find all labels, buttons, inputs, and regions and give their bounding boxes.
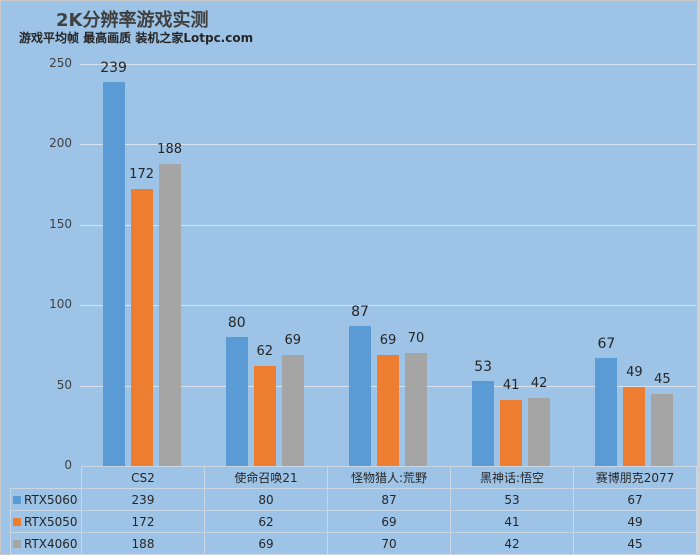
legend-swatch-icon	[13, 496, 21, 504]
chart-title: 2K分辨率游戏实测	[56, 10, 209, 31]
bar-rtx5060	[102, 81, 125, 466]
data-label: 188	[157, 141, 182, 157]
category-header: 使命召唤21	[204, 466, 328, 489]
data-label: 62	[256, 344, 274, 360]
bar-rtx4060	[651, 393, 674, 466]
table-row: RTX4060 188 69 70 42 45	[10, 532, 697, 555]
data-label: 42	[530, 376, 548, 392]
category-header: 黑神话:悟空	[450, 466, 574, 489]
gridline	[80, 305, 696, 307]
y-tick-label: 150	[49, 216, 72, 231]
data-label: 49	[626, 365, 643, 381]
table-cell: 87	[327, 488, 451, 511]
data-label: 69	[379, 333, 397, 349]
table-cell: 80	[204, 488, 328, 511]
table-cell: 42	[450, 532, 574, 555]
bar-rtx4060	[528, 398, 551, 466]
bar-rtx5060	[595, 358, 618, 466]
gridline	[80, 224, 696, 226]
legend-swatch-icon	[13, 540, 21, 548]
chart-subtitle: 游戏平均帧 最高画质 装机之家Lotpc.com	[19, 31, 254, 45]
table-cell: 69	[204, 532, 328, 555]
table-cell: 239	[81, 488, 205, 511]
right-border	[697, 0, 700, 555]
data-label: 41	[502, 378, 520, 394]
bar-rtx5060	[225, 337, 248, 466]
legend-entry-rtx4060: RTX4060	[10, 532, 82, 555]
table-row: RTX5060 239 80 87 53 67	[10, 488, 697, 511]
bar-rtx5050	[500, 400, 523, 466]
table-cell: 45	[573, 532, 697, 555]
table-cell: 49	[573, 510, 697, 533]
y-tick-label: 0	[64, 458, 72, 472]
y-tick-label: 50	[56, 377, 72, 392]
y-tick-label: 250	[49, 56, 72, 70]
table-header-row: CS2 使命召唤21 怪物猎人:荒野 黑神话:悟空 赛博朋克2077	[10, 466, 697, 489]
bar-rtx5050	[623, 387, 646, 466]
table-corner	[10, 466, 82, 489]
y-tick-label: 100	[49, 297, 72, 312]
y-tick-label: 200	[49, 136, 72, 151]
table-cell: 53	[450, 488, 574, 511]
data-label: 70	[407, 331, 425, 347]
table-cell: 172	[81, 510, 205, 533]
legend-swatch-icon	[13, 518, 21, 526]
data-label: 69	[284, 333, 302, 349]
data-table: CS2 使命召唤21 怪物猎人:荒野 黑神话:悟空 赛博朋克2077 RTX50…	[10, 466, 697, 555]
bar-rtx5050	[130, 189, 153, 466]
data-label: 239	[100, 59, 127, 76]
table-cell: 70	[327, 532, 451, 555]
category-header: 赛博朋克2077	[573, 466, 697, 489]
data-label: 53	[474, 358, 493, 375]
table-cell: 69	[327, 510, 451, 533]
bar-rtx4060	[405, 353, 427, 466]
bar-rtx5060	[472, 380, 495, 466]
bar-rtx5060	[349, 326, 371, 466]
bar-rtx4060	[281, 355, 304, 466]
data-label: 87	[351, 304, 369, 321]
data-label: 45	[654, 371, 671, 387]
table-cell: 62	[204, 510, 328, 533]
bar-rtx4060	[158, 163, 181, 466]
table-cell: 41	[450, 510, 574, 533]
category-header: CS2	[81, 466, 205, 489]
data-label: 67	[597, 336, 616, 353]
table-row: RTX5050 172 62 69 41 49	[10, 510, 697, 533]
table-cell: 67	[573, 488, 697, 511]
gridline	[80, 144, 696, 146]
bar-rtx5050	[253, 366, 276, 466]
legend-entry-rtx5060: RTX5060	[10, 488, 82, 511]
data-label: 80	[227, 315, 246, 332]
legend-entry-rtx5050: RTX5050	[10, 510, 82, 533]
data-label: 172	[129, 167, 154, 183]
category-header: 怪物猎人:荒野	[327, 466, 451, 489]
table-cell: 188	[81, 532, 205, 555]
bar-rtx5050	[377, 355, 399, 466]
gridline	[80, 64, 696, 65]
